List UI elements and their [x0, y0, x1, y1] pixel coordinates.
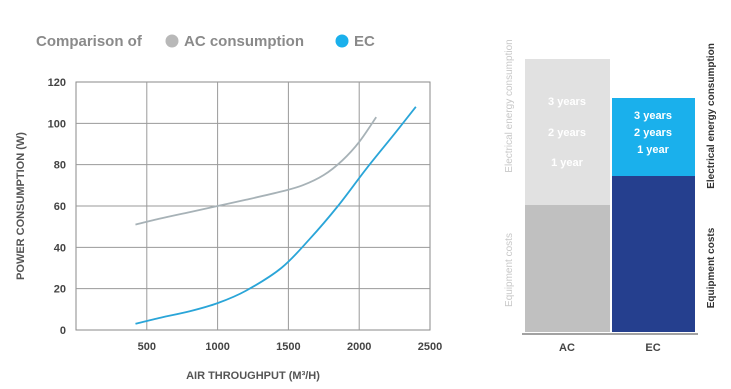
y-tick-label: 120: [48, 77, 66, 89]
ec-segment-label-1: 1 year: [637, 144, 670, 156]
bar-ec-equipment: [612, 176, 695, 332]
side-label-right-top: Electrical energy consumption: [706, 43, 717, 189]
ac-segment-label-1: 1 year: [551, 157, 584, 169]
y-axis-label: POWER CONSUMPTION (W): [15, 132, 27, 280]
bar-ec-energy: [612, 98, 695, 176]
bar-ac-equipment: [525, 205, 610, 332]
chart-title: Comparison of: [36, 33, 143, 50]
side-label-left-top: Electrical energy consumption: [504, 39, 515, 172]
ec-segment-label-3: 3 years: [634, 110, 672, 122]
x-tick-label: 2000: [347, 341, 371, 353]
line-chart: Comparison of AC consumption EC 0 20 40 60 8…: [15, 33, 442, 382]
x-axis-label: AIR THROUGHPUT (M³/H): [186, 370, 320, 382]
legend-swatch-ec: [335, 34, 349, 48]
series-line-ac: [135, 116, 377, 226]
category-label-ec: EC: [645, 342, 660, 354]
grid-lines: [76, 82, 430, 330]
chart-title-prefix: Comparison of: [36, 33, 143, 50]
side-label-left-bottom: Equipment costs: [504, 233, 515, 307]
category-label-ac: AC: [559, 342, 575, 354]
bar-chart: 3 years 2 years 1 year 3 years 2 years 1…: [504, 39, 717, 354]
series-line-ec: [135, 106, 417, 325]
ac-segment-label-2: 2 years: [548, 127, 586, 139]
side-label-right-bottom: Equipment costs: [706, 227, 717, 308]
ec-segment-label-2: 2 years: [634, 127, 672, 139]
y-tick-label: 80: [54, 160, 66, 172]
x-tick-labels: 500 1000 1500 2000 2500: [138, 341, 443, 353]
x-tick-label: 2500: [418, 341, 442, 353]
legend-label-ec: EC: [354, 33, 375, 50]
bar-ac-energy: [525, 59, 610, 205]
y-tick-label: 100: [48, 118, 66, 130]
x-tick-label: 1000: [205, 341, 229, 353]
legend-swatch-ac: [165, 34, 179, 48]
y-tick-labels: 0 20 40 60 80 100 120: [48, 77, 66, 337]
y-tick-label: 20: [54, 284, 66, 296]
x-tick-label: 500: [138, 341, 156, 353]
x-tick-label: 1500: [276, 341, 300, 353]
y-tick-label: 0: [60, 325, 66, 337]
ac-segment-label-3: 3 years: [548, 96, 586, 108]
y-tick-label: 40: [54, 242, 66, 254]
legend-label-ac: AC consumption: [184, 33, 304, 50]
series-lines: [135, 106, 417, 325]
y-tick-label: 60: [54, 201, 66, 213]
